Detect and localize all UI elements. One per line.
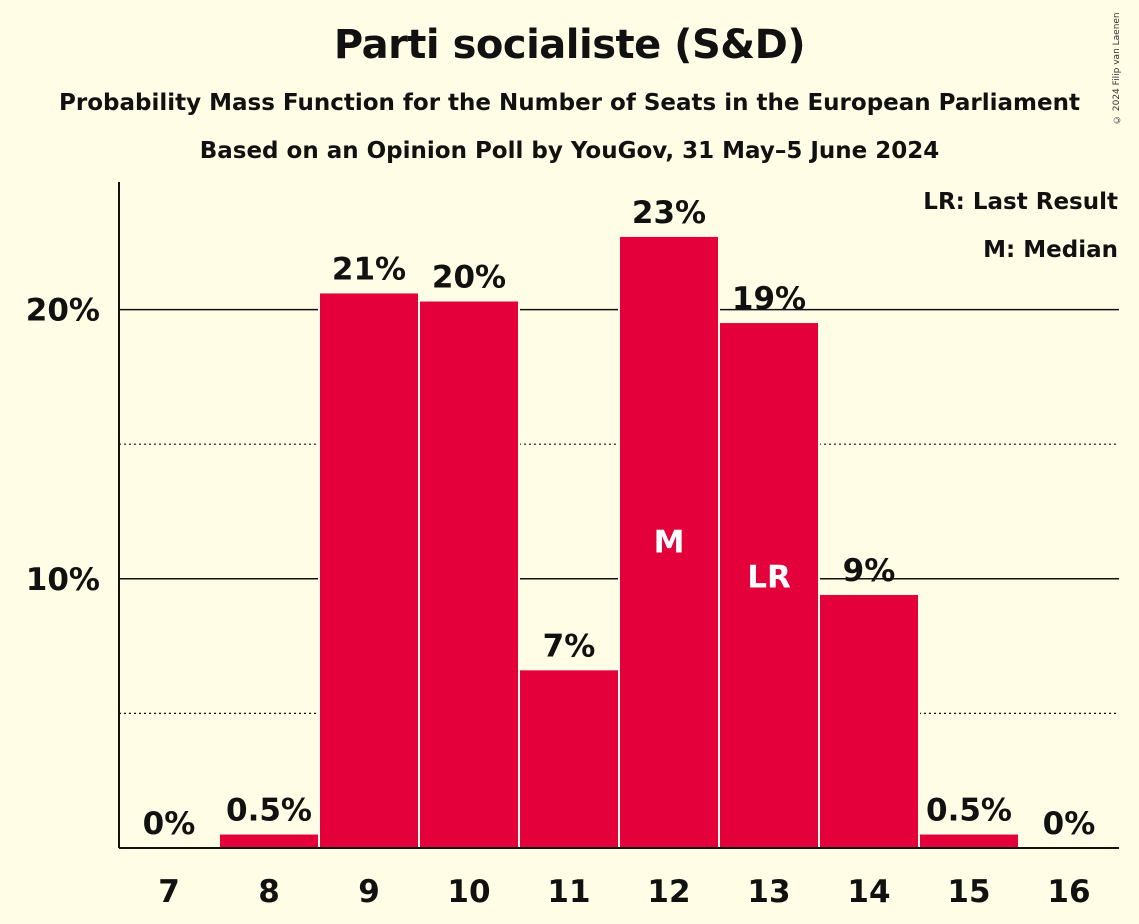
data-label-9: 21% [332,251,406,287]
data-label-15: 0.5% [926,793,1012,829]
legend-last-result: LR: Last Result [923,189,1118,215]
bar-seats-14 [820,594,918,848]
bar-seats-13 [720,323,818,848]
x-tick-11: 11 [547,874,590,910]
bar-seats-12 [620,236,718,848]
bar-seats-9 [320,293,418,848]
x-tick-15: 15 [947,874,990,910]
x-tick-12: 12 [647,874,690,910]
bar-seats-8 [220,834,318,848]
data-label-12: 23% [632,195,706,231]
y-tick-20: 20% [26,293,100,329]
data-label-14: 9% [843,553,896,589]
marker-m: M [654,524,685,560]
bar-seats-10 [420,301,518,848]
bar-seats-11 [520,670,618,848]
x-tick-14: 14 [847,874,890,910]
bar-seats-15 [920,834,1018,848]
chart-subtitle: Probability Mass Function for the Number… [59,90,1080,116]
chart-title: Parti socialiste (S&D) [333,22,806,68]
chart-source-line: Based on an Opinion Poll by YouGov, 31 M… [199,138,940,164]
y-tick-labels: 10% 20% [26,293,100,598]
x-tick-7: 7 [158,874,180,910]
legend-median: M: Median [983,237,1118,263]
bars [218,236,1020,848]
data-labels: 0% 0.5% 21% 20% 7% 23% 19% 9% 0.5% 0% [143,195,1096,842]
y-tick-10: 10% [26,562,100,598]
x-tick-13: 13 [747,874,790,910]
data-label-8: 0.5% [226,793,312,829]
bar-markers: M LR [654,524,791,595]
x-tick-16: 16 [1047,874,1090,910]
x-tick-8: 8 [258,874,280,910]
x-tick-10: 10 [447,874,490,910]
data-label-7: 0% [143,806,196,842]
data-label-10: 20% [432,260,506,296]
data-label-11: 7% [543,628,596,664]
data-label-16: 0% [1043,806,1096,842]
x-tick-9: 9 [358,874,380,910]
x-tick-labels: 7 8 9 10 11 12 13 14 15 16 [158,874,1090,910]
data-label-13: 19% [732,281,806,317]
marker-lr: LR [747,560,791,596]
